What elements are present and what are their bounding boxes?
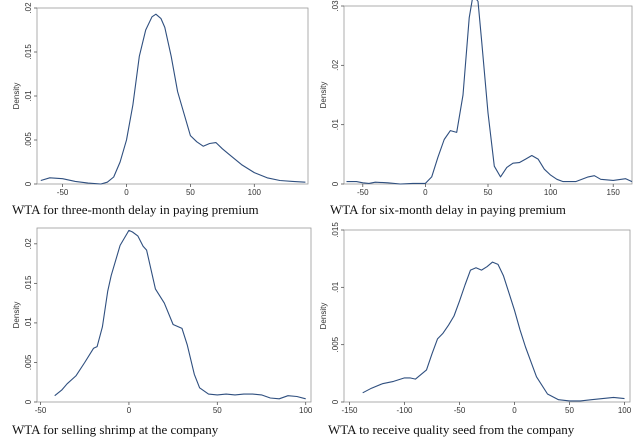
y-tick-label: 0 bbox=[331, 399, 340, 404]
density-plot: -50 0 50 100 0 .005 .01 .015 .02 Density bbox=[12, 2, 309, 197]
x-tick-label: -100 bbox=[396, 406, 413, 415]
y-tick-label: .01 bbox=[24, 90, 33, 102]
density-line bbox=[362, 261, 625, 402]
chart-caption: WTA for selling shrimp at the company bbox=[12, 422, 219, 437]
x-tick-label: 100 bbox=[248, 188, 262, 197]
density-line bbox=[346, 0, 633, 185]
x-tick-label: -150 bbox=[341, 406, 358, 415]
chart-panel-quality-seed: -150 -100 -50 0 50 100 0 .005 .01 .015 Density WTA… bbox=[318, 222, 634, 440]
y-tick-label: .03 bbox=[331, 0, 340, 12]
x-tick-label: 100 bbox=[299, 406, 313, 415]
y-tick-label: .005 bbox=[24, 354, 33, 370]
y-tick-label: .01 bbox=[331, 119, 340, 131]
density-plot: -50 0 50 100 150 0 .01 .02 .03 Density bbox=[319, 0, 633, 197]
plot-frame bbox=[343, 229, 631, 403]
y-tick-label: .005 bbox=[24, 132, 33, 148]
x-tick-label: -50 bbox=[454, 406, 466, 415]
x-tick-label: -50 bbox=[35, 406, 47, 415]
y-tick-label: .015 bbox=[331, 222, 340, 238]
x-tick-label: 150 bbox=[607, 188, 621, 197]
plot-frame bbox=[36, 227, 312, 403]
chart-panel-selling-shrimp: -50 0 50 100 0.005.01.015.02 Density WTA for … bbox=[0, 222, 318, 440]
y-tick-label: .015 bbox=[24, 275, 33, 291]
y-tick-label: .02 bbox=[331, 59, 340, 71]
x-tick-label: 0 bbox=[423, 188, 428, 197]
density-line bbox=[40, 13, 306, 185]
y-axis-label: Density bbox=[319, 82, 328, 109]
chart-caption: WTA for six-month delay in paying premiu… bbox=[330, 202, 566, 217]
x-tick-label: 50 bbox=[213, 406, 222, 415]
density-plot: -150 -100 -50 0 50 100 0 .005 .01 .015 Density bbox=[319, 222, 632, 415]
x-tick-label: 50 bbox=[484, 188, 493, 197]
chart-caption: WTA to receive quality seed from the com… bbox=[328, 422, 575, 437]
plot-frame bbox=[343, 5, 633, 185]
x-tick-label: 0 bbox=[512, 406, 517, 415]
chart-panel-six-month-delay: -50 0 50 100 150 0 .01 .02 .03 Density WTA for si… bbox=[318, 0, 634, 222]
plot-frame bbox=[36, 7, 309, 185]
y-tick-label: 0 bbox=[24, 181, 33, 186]
x-tick-label: -50 bbox=[357, 188, 369, 197]
y-axis-label: Density bbox=[12, 83, 21, 110]
density-line bbox=[54, 229, 306, 400]
x-tick-label: 100 bbox=[618, 406, 632, 415]
x-tick-label: 0 bbox=[124, 188, 129, 197]
y-tick-label: 0 bbox=[331, 181, 340, 186]
y-tick-label: 0 bbox=[24, 399, 33, 404]
y-tick-label: .02 bbox=[24, 238, 33, 250]
y-tick-label: .015 bbox=[24, 44, 33, 60]
y-tick-label: .005 bbox=[331, 336, 340, 352]
x-tick-label: 100 bbox=[544, 188, 558, 197]
x-tick-label: 50 bbox=[565, 406, 574, 415]
chart-caption: WTA for three-month delay in paying prem… bbox=[12, 202, 259, 217]
x-tick-label: -50 bbox=[57, 188, 69, 197]
y-tick-label: .01 bbox=[331, 281, 340, 293]
chart-panel-three-month-delay: -50 0 50 100 0 .005 .01 .015 .02 Density WTA for … bbox=[0, 0, 318, 222]
x-tick-label: 50 bbox=[186, 188, 195, 197]
y-axis-label: Density bbox=[319, 303, 328, 330]
y-tick-label: .02 bbox=[24, 2, 33, 14]
x-tick-label: 0 bbox=[127, 406, 132, 415]
y-axis-label: Density bbox=[12, 302, 21, 329]
y-tick-label: .01 bbox=[24, 317, 33, 329]
